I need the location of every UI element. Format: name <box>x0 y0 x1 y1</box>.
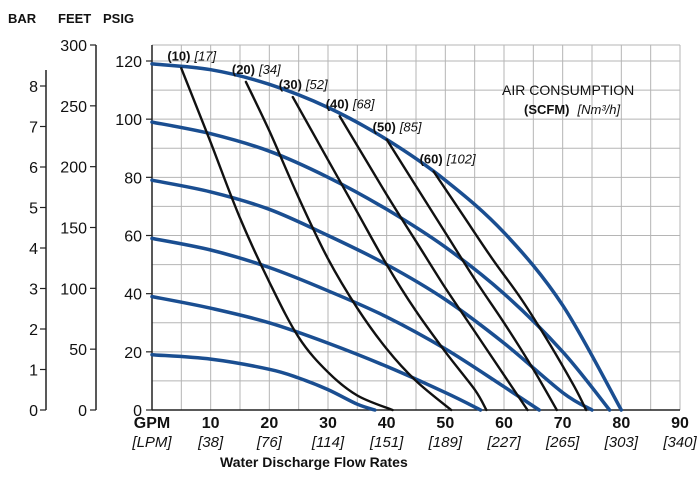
pressure-curve <box>150 62 624 412</box>
feet-tick-label: 0 <box>78 403 87 420</box>
x-tick-lpm: [114] <box>311 434 345 451</box>
legend-units-scfm: (SCFM) <box>524 102 570 117</box>
psig-tick-label: 80 <box>124 170 142 187</box>
air-curve-label: (60) [102] <box>420 152 476 167</box>
air-curve-scfm: (20) <box>232 62 255 77</box>
x-axis-title: Water Discharge Flow Rates <box>220 454 408 470</box>
air-curve-label: (50) [85] <box>373 120 422 135</box>
x-tick-gpm: 20 <box>260 415 278 432</box>
feet-tick-label: 300 <box>60 38 87 55</box>
pressure-curve <box>150 236 541 412</box>
legend-units-nm3h: [Nm³/h] <box>577 102 621 117</box>
air-curve-nm3h: [68] <box>352 96 375 111</box>
air-curve-label: (30) [52] <box>279 77 328 92</box>
air-curve-scfm: (60) <box>420 152 443 167</box>
x-unit-gpm: GPM <box>134 415 170 432</box>
pressure-curve <box>150 294 483 412</box>
x-tick-lpm: [303] <box>604 434 639 451</box>
bar-tick-label: 1 <box>29 363 38 380</box>
bar-tick-label: 4 <box>29 241 38 258</box>
x-tick-gpm: 60 <box>495 415 513 432</box>
psig-tick-label: 0 <box>133 403 142 420</box>
bar-tick-label: 3 <box>29 282 38 299</box>
x-tick-gpm: 80 <box>612 415 630 432</box>
x-tick-gpm: 30 <box>319 415 337 432</box>
air-consumption-curve <box>338 115 529 412</box>
air-consumption-curves <box>180 67 588 412</box>
bar-tick-label: 5 <box>29 201 38 218</box>
air-consumption-curve <box>244 80 453 412</box>
air-curve-scfm: (50) <box>373 120 396 135</box>
air-consumption-curve <box>291 95 488 412</box>
feet-tick-label: 200 <box>60 160 87 177</box>
bar-tick-label: 7 <box>29 120 38 137</box>
axes: 0 20 40 60 80 100 120 0 50 100 150 200 250 300 0 1 2 3 4 5 6… <box>29 38 697 451</box>
bar-tick-label: 8 <box>29 79 38 96</box>
x-tick-lpm: [38] <box>197 434 224 451</box>
feet-axis-header: FEET <box>58 11 91 26</box>
psig-tick-label: 120 <box>115 54 142 71</box>
x-tick-lpm: [189] <box>428 434 463 451</box>
x-tick-gpm: 90 <box>671 415 689 432</box>
air-consumption-curve <box>385 138 558 412</box>
bar-tick-label: 0 <box>29 403 38 420</box>
air-curve-scfm: (10) <box>167 48 190 63</box>
air-curve-label: (40) [68] <box>326 96 375 111</box>
pressure-curve <box>150 178 594 412</box>
x-tick-lpm: [227] <box>486 434 521 451</box>
psig-axis-header: PSIG <box>103 11 134 26</box>
legend-units: (SCFM) [Nm³/h] <box>524 101 621 118</box>
air-consumption-curve <box>432 170 588 412</box>
x-tick-gpm: 10 <box>202 415 220 432</box>
air-curve-nm3h: [102] <box>446 152 476 167</box>
x-tick-lpm: [76] <box>256 434 283 451</box>
feet-tick-label: 100 <box>60 281 87 298</box>
air-curve-label: (20) [34] <box>232 62 281 77</box>
psig-tick-label: 100 <box>115 112 142 129</box>
psig-tick-label: 40 <box>124 287 142 304</box>
air-curve-scfm: (40) <box>326 96 349 111</box>
air-curve-nm3h: [52] <box>305 77 328 92</box>
air-curve-nm3h: [17] <box>193 48 216 63</box>
x-tick-gpm: 50 <box>436 415 454 432</box>
bar-axis-header: BAR <box>8 11 37 26</box>
psig-tick-label: 20 <box>124 345 142 362</box>
bar-tick-label: 2 <box>29 322 38 339</box>
psig-tick-label: 60 <box>124 229 142 246</box>
air-curve-nm3h: [34] <box>258 62 281 77</box>
air-curve-scfm: (30) <box>279 77 302 92</box>
air-curve-label: (10) [17] <box>167 48 216 63</box>
x-tick-lpm: [265] <box>545 434 580 451</box>
air-curve-nm3h: [85] <box>399 120 422 135</box>
pressure-curve <box>150 120 612 412</box>
feet-tick-label: 250 <box>60 99 87 116</box>
feet-tick-label: 50 <box>69 342 87 359</box>
x-tick-lpm: [151] <box>369 434 404 451</box>
x-tick-gpm: 40 <box>378 415 396 432</box>
bar-tick-label: 6 <box>29 160 38 177</box>
legend-title: AIR CONSUMPTION <box>502 82 634 98</box>
pressure-curve <box>150 352 377 412</box>
x-tick-gpm: 70 <box>554 415 572 432</box>
legend: AIR CONSUMPTION (SCFM) [Nm³/h] <box>502 82 634 118</box>
curve-labels: (10) [17] (20) [34](30) [52] (40) [68] (50) [85]… <box>167 48 476 166</box>
feet-tick-label: 150 <box>60 221 87 238</box>
x-tick-lpm: [340] <box>662 434 697 451</box>
x-unit-lpm: [LPM] <box>131 434 172 451</box>
air-consumption-curve <box>180 67 394 412</box>
